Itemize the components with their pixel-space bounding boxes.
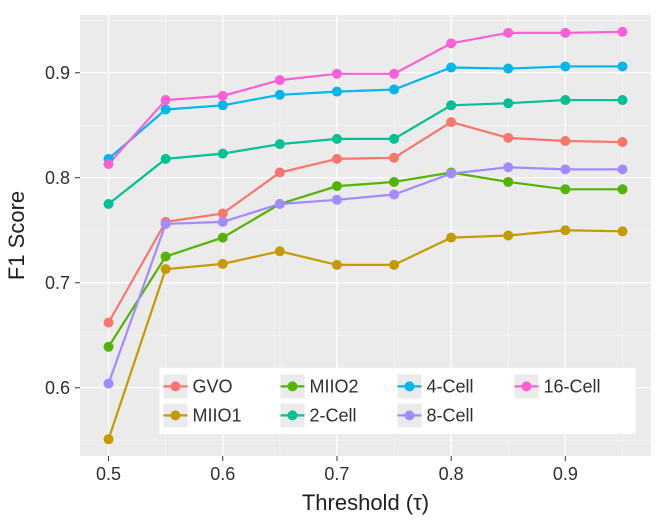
series-point-GVO [617,137,627,147]
series-point-16-Cell [104,159,114,169]
legend-point-4-Cell [404,381,414,391]
legend-label-8-Cell: 8-Cell [426,405,473,425]
series-point-2-Cell [218,149,228,159]
series-point-8-Cell [560,164,570,174]
series-point-GVO [389,153,399,163]
series-point-GVO [560,136,570,146]
y-tick-label: 0.6 [45,378,70,398]
series-point-16-Cell [275,75,285,85]
series-point-MIIO1 [218,259,228,269]
series-point-16-Cell [161,95,171,105]
series-point-16-Cell [389,69,399,79]
x-tick-label: 0.8 [439,464,464,484]
f1-threshold-chart: 0.5 0.6 0.7 0.8 0.9 0.6 0.7 0.8 0.9 Threshold (τ)… [0,0,669,526]
series-point-4-Cell [560,61,570,71]
series-point-MIIO1 [161,264,171,274]
x-tick-label: 0.5 [96,464,121,484]
series-point-MIIO2 [389,177,399,187]
series-point-4-Cell [332,87,342,97]
series-point-GVO [503,133,513,143]
series-point-2-Cell [104,199,114,209]
legend-label-2-Cell: 2-Cell [309,405,356,425]
y-axis-title: F1 Score [4,191,29,280]
series-point-4-Cell [275,90,285,100]
legend-label-16-Cell: 16-Cell [543,376,600,396]
series-point-4-Cell [503,64,513,74]
series-point-8-Cell [161,219,171,229]
series-point-2-Cell [275,139,285,149]
legend-point-MIIO2 [287,381,297,391]
series-point-MIIO1 [389,260,399,270]
y-tick-label: 0.8 [45,168,70,188]
legend-label-4-Cell: 4-Cell [426,376,473,396]
series-point-2-Cell [332,134,342,144]
series-point-2-Cell [560,95,570,105]
series-point-4-Cell [617,61,627,71]
series-point-GVO [446,117,456,127]
series-point-MIIO2 [104,342,114,352]
series-point-4-Cell [218,100,228,110]
legend-point-16-Cell [521,381,531,391]
series-point-MIIO2 [617,184,627,194]
series-point-4-Cell [389,85,399,95]
series-point-MIIO1 [275,246,285,256]
chart-svg: 0.5 0.6 0.7 0.8 0.9 0.6 0.7 0.8 0.9 Threshold (τ)… [0,0,669,526]
series-point-MIIO1 [617,226,627,236]
series-point-16-Cell [446,38,456,48]
series-point-16-Cell [332,69,342,79]
series-point-8-Cell [389,190,399,200]
series-point-16-Cell [218,91,228,101]
series-point-MIIO2 [161,252,171,262]
series-point-4-Cell [446,63,456,73]
series-point-16-Cell [560,28,570,38]
series-point-GVO [332,154,342,164]
series-point-8-Cell [104,379,114,389]
series-point-MIIO1 [446,233,456,243]
x-tick-label: 0.9 [553,464,578,484]
series-point-MIIO1 [560,225,570,235]
series-point-2-Cell [161,154,171,164]
series-point-MIIO1 [503,231,513,241]
series-point-MIIO2 [332,181,342,191]
legend-point-8-Cell [404,410,414,420]
legend-point-2-Cell [287,410,297,420]
series-point-2-Cell [389,134,399,144]
legend-point-MIIO1 [170,410,180,420]
series-point-8-Cell [275,199,285,209]
series-point-16-Cell [617,27,627,37]
x-axis-title: Threshold (τ) [302,490,429,515]
series-point-2-Cell [503,98,513,108]
series-point-2-Cell [446,100,456,110]
x-tick-label: 0.6 [210,464,235,484]
series-point-MIIO2 [218,233,228,243]
legend-label-GVO: GVO [192,376,232,396]
series-point-MIIO1 [104,434,114,444]
legend-label-MIIO2: MIIO2 [309,376,358,396]
legend-point-GVO [170,381,180,391]
series-point-8-Cell [332,195,342,205]
series-point-8-Cell [218,217,228,227]
series-point-GVO [275,168,285,178]
x-tick-label: 0.7 [324,464,349,484]
series-point-MIIO2 [503,177,513,187]
series-point-8-Cell [446,169,456,179]
series-point-GVO [104,318,114,328]
series-point-MIIO1 [332,260,342,270]
series-point-2-Cell [617,95,627,105]
series-point-MIIO2 [560,184,570,194]
y-tick-label: 0.7 [45,273,70,293]
y-tick-label: 0.9 [45,63,70,83]
series-point-8-Cell [503,162,513,172]
series-point-16-Cell [503,28,513,38]
series-point-4-Cell [161,105,171,115]
legend-label-MIIO1: MIIO1 [192,405,241,425]
series-point-8-Cell [617,164,627,174]
